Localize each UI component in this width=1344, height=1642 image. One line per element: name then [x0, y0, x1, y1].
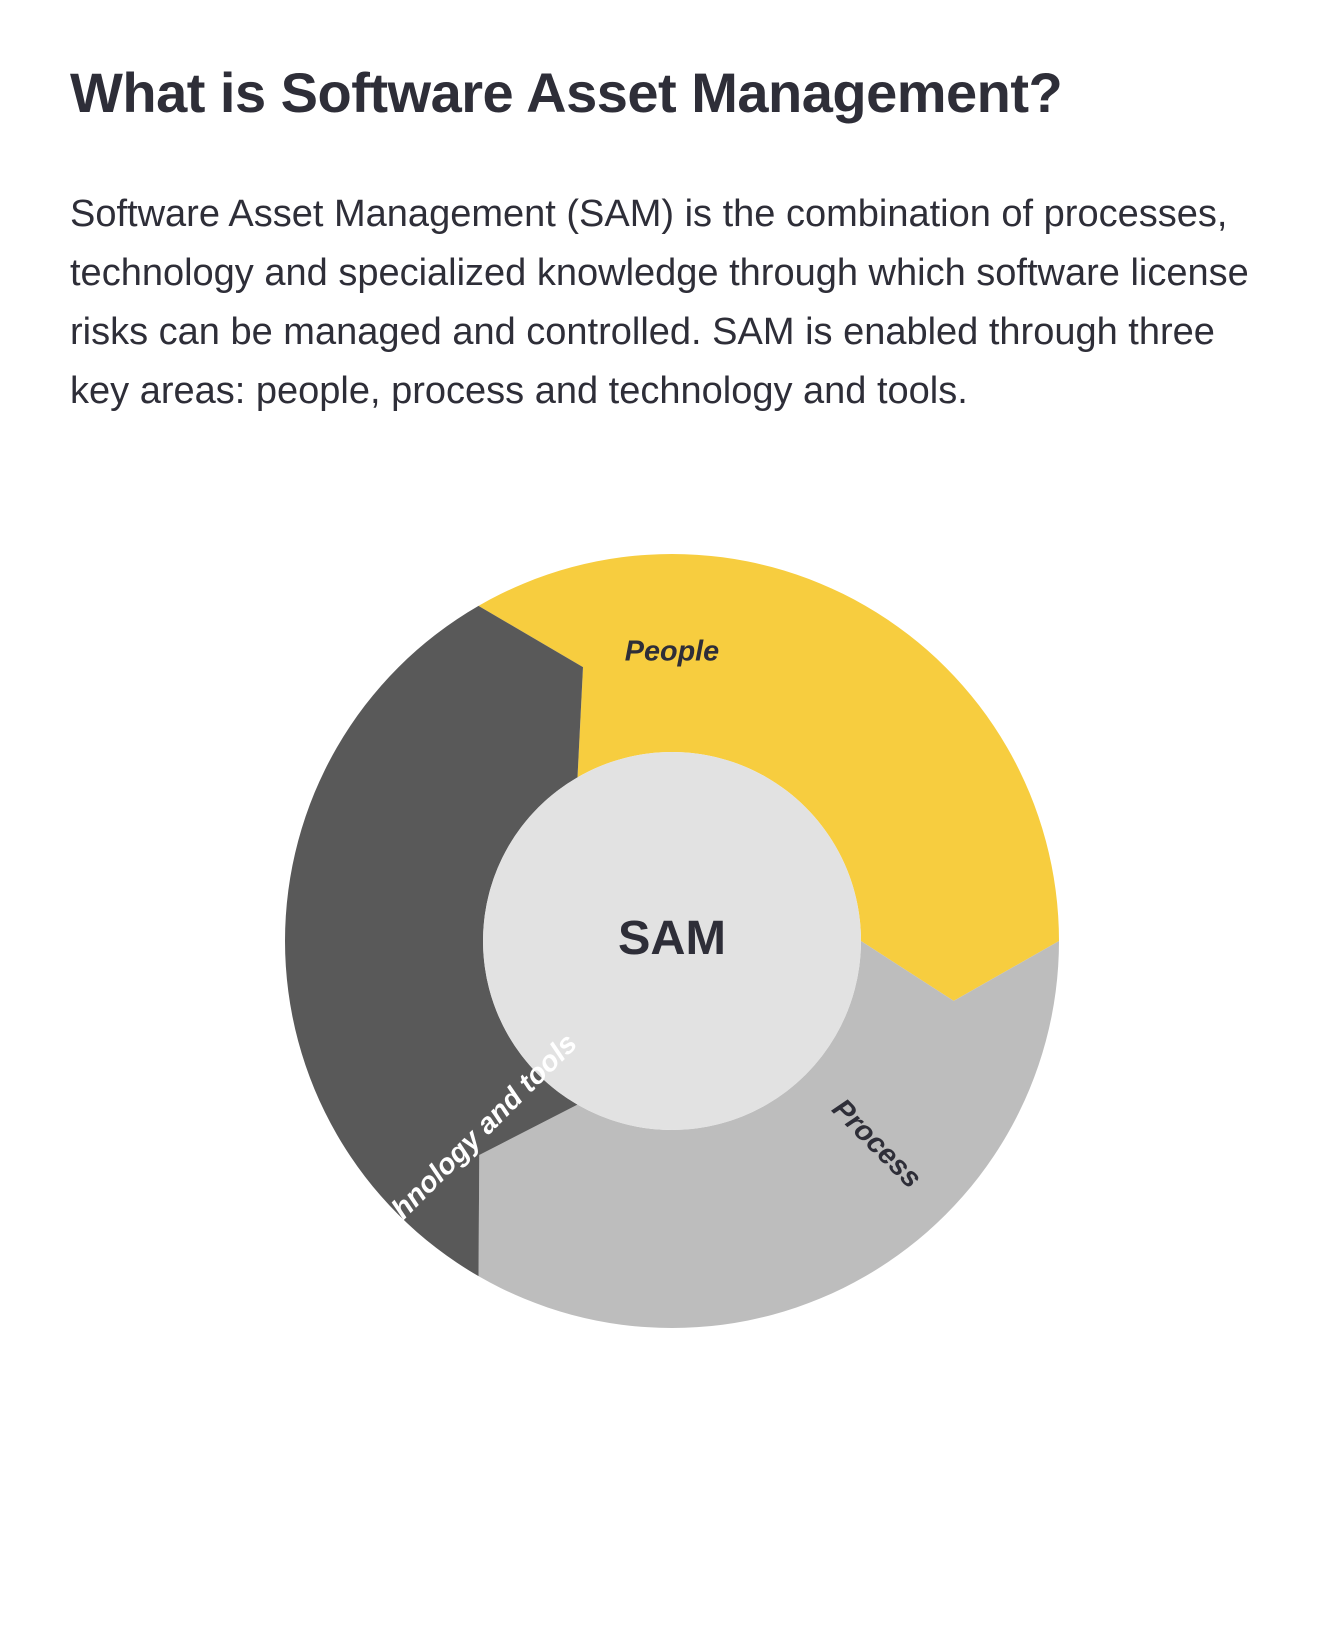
diagram-container: SAMPeopleProcessTechnology and tools	[70, 491, 1274, 1391]
segment-label-people: People	[625, 635, 719, 667]
page: What is Software Asset Management? Softw…	[0, 0, 1344, 1511]
center-label: SAM	[618, 910, 726, 964]
page-title: What is Software Asset Management?	[70, 60, 1274, 125]
page-description: Software Asset Management (SAM) is the c…	[70, 185, 1250, 421]
sam-cycle-diagram: SAMPeopleProcessTechnology and tools	[222, 491, 1122, 1391]
